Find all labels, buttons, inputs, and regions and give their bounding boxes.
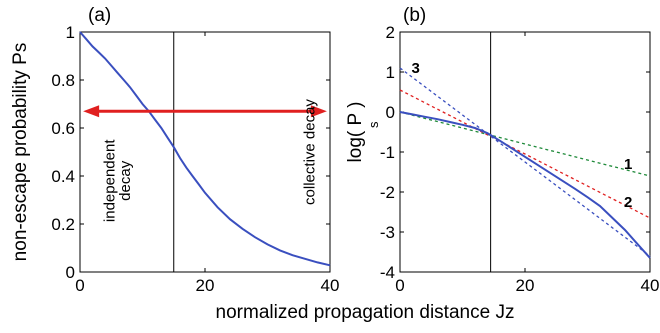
b-series-line bbox=[399, 111, 651, 259]
b-xtick-label: 0 bbox=[395, 276, 404, 295]
annotation-decay: decay bbox=[117, 160, 134, 201]
b-ytick-label: -2 bbox=[380, 183, 395, 202]
b-ytick-label: -1 bbox=[380, 143, 395, 162]
a-ytick-label: 0.6 bbox=[51, 119, 75, 138]
panel-b-ylabel: log( P ) bbox=[345, 102, 366, 163]
b-series-line-2 bbox=[399, 89, 651, 219]
x-axis-title: normalized propagation distance Jz bbox=[216, 302, 515, 323]
b-xtick-label: 20 bbox=[516, 276, 535, 295]
double-arrow-head-left bbox=[83, 105, 100, 118]
panel-a-label: (a) bbox=[88, 5, 111, 26]
a-ytick-label: 1 bbox=[66, 23, 75, 42]
a-xtick-label: 0 bbox=[75, 276, 84, 295]
b-xtick-label: 40 bbox=[641, 276, 660, 295]
panel-b-label: (b) bbox=[403, 5, 426, 26]
double-arrow-head-right bbox=[310, 105, 327, 118]
b-ytick-label: -3 bbox=[380, 223, 395, 242]
a-xtick-label: 40 bbox=[321, 276, 340, 295]
a-ytick-label: 0.8 bbox=[51, 71, 75, 90]
series-label-1: 1 bbox=[624, 156, 632, 173]
a-ytick-label: 0 bbox=[66, 263, 75, 282]
panel-b-ylabel-text: log( P ) bbox=[345, 102, 366, 163]
annotation-collective-decay: collective decay bbox=[301, 99, 318, 205]
series-label-3: 3 bbox=[411, 60, 419, 77]
a-ytick-label: 0.2 bbox=[51, 215, 75, 234]
series-label-2: 2 bbox=[624, 194, 632, 211]
panel-b-frame bbox=[399, 31, 651, 273]
panel-b-ylabel-subscript: s bbox=[366, 121, 381, 128]
b-ytick-label: 1 bbox=[386, 63, 395, 82]
panel-a-ylabel: non-escape probability Ps bbox=[10, 43, 31, 262]
a-ytick-label: 0.4 bbox=[51, 167, 75, 186]
panel-a-ylabel-text: non-escape probability Ps bbox=[10, 43, 31, 262]
a-series-line bbox=[79, 31, 331, 267]
b-ytick-label: 2 bbox=[386, 23, 395, 42]
b-ytick-label: 0 bbox=[386, 103, 395, 122]
b-series-line-1 bbox=[399, 111, 651, 177]
annotation-independent: independent bbox=[101, 139, 118, 222]
a-xtick-label: 20 bbox=[196, 276, 215, 295]
b-ytick-label: -4 bbox=[380, 263, 395, 282]
b-series-line-3 bbox=[399, 67, 651, 257]
